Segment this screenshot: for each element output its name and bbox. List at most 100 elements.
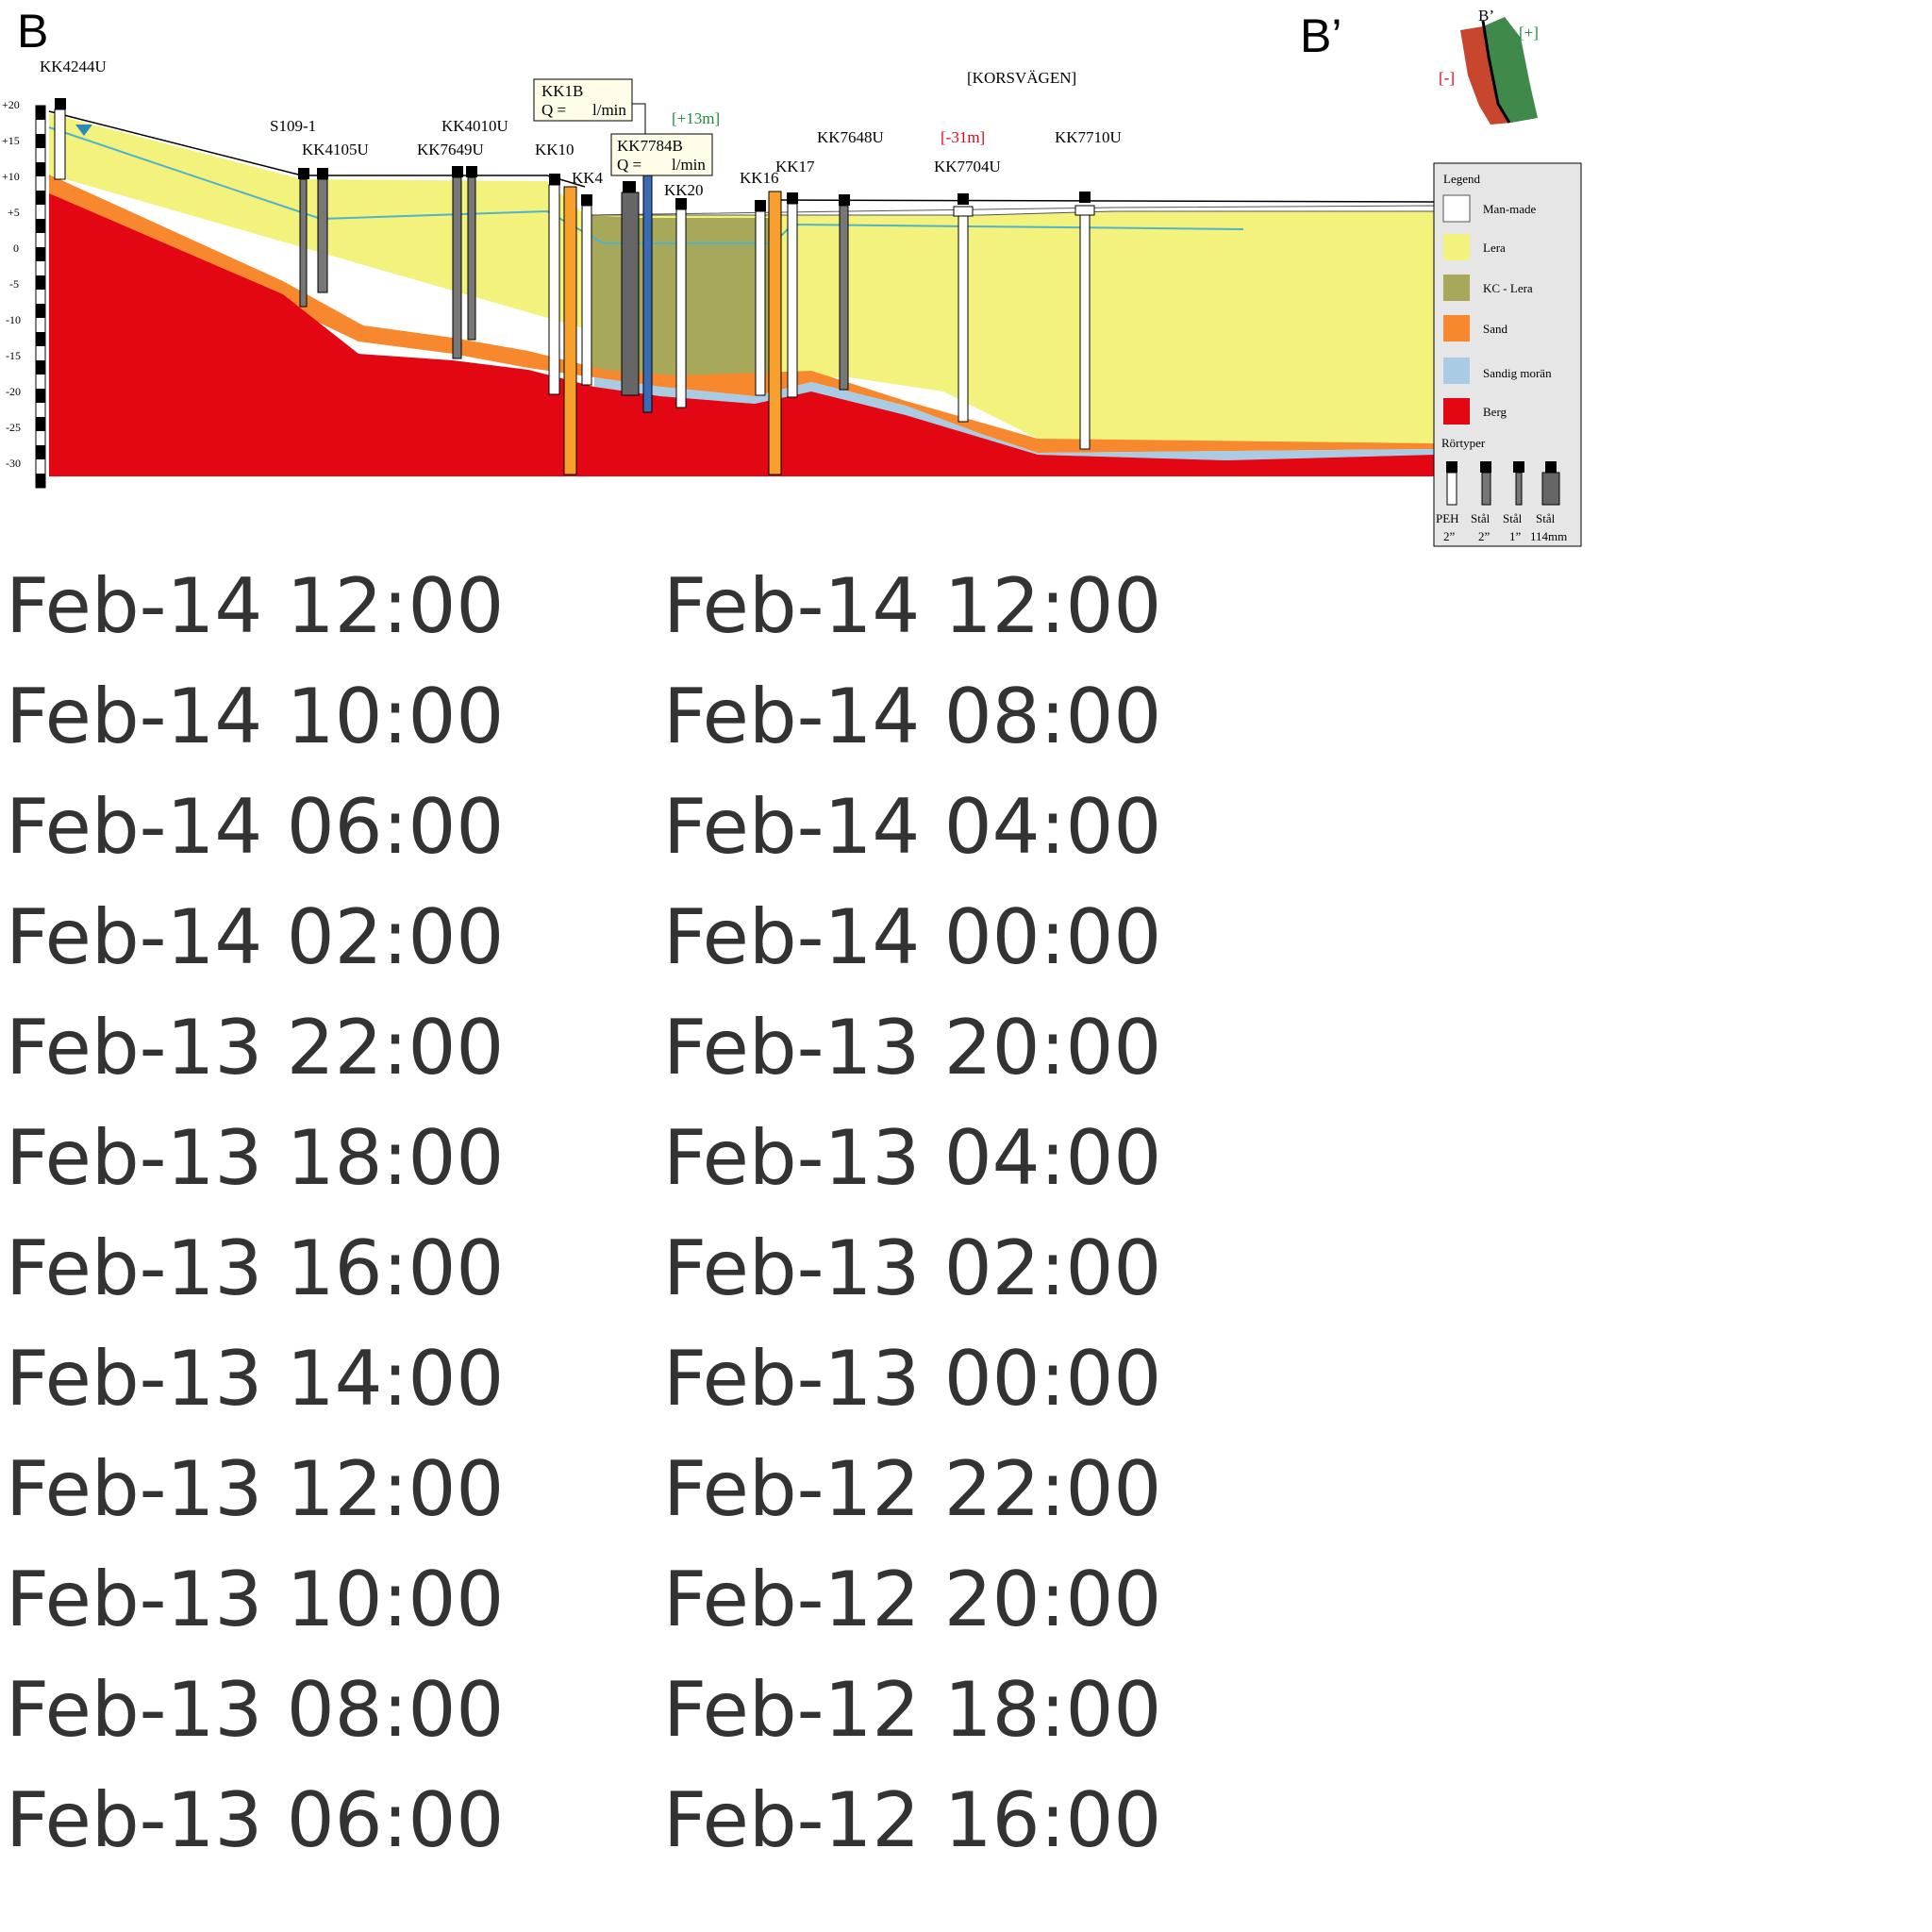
bottom-line — [49, 476, 1434, 481]
timestamp-left: Feb-13 14:00 — [6, 1335, 505, 1423]
well-label: KK7710U — [1055, 128, 1122, 146]
well-pipe-peh — [755, 210, 766, 396]
legend-label: Sandig morän — [1483, 366, 1552, 380]
well-pipe-peh — [54, 108, 66, 180]
legend-swatch — [1443, 315, 1470, 341]
inset-map-minus-label: [-] — [1439, 69, 1455, 87]
well-head-icon — [55, 98, 66, 109]
pipe-peh-icon — [1446, 461, 1457, 473]
pipe-material-label: Stål — [1503, 511, 1523, 525]
layer-berg — [49, 193, 1434, 481]
well-head-icon — [452, 166, 463, 177]
legend-label: Berg — [1483, 405, 1507, 419]
flow-box-kk1b: KK1B Q = l/min — [533, 78, 646, 172]
legend-label: KC - Lera — [1483, 281, 1533, 295]
legend-label: Man-made — [1483, 202, 1537, 216]
timestamp-right: Feb-12 20:00 — [663, 1556, 1162, 1643]
timestamp-right: Feb-14 08:00 — [663, 673, 1162, 760]
timestamp-left: Feb-13 12:00 — [6, 1445, 505, 1533]
well-pipe-steel — [317, 178, 328, 293]
timestamp-left: Feb-14 10:00 — [6, 673, 505, 760]
groundwater-marker-icon — [75, 125, 92, 136]
timestamp-right: Feb-14 12:00 — [663, 562, 1162, 650]
legend-swatch — [1442, 194, 1471, 223]
pipe-material-label: Stål — [1536, 511, 1556, 525]
legend-title: Legend — [1443, 172, 1480, 186]
well-head-icon — [1079, 192, 1091, 203]
pipe-size-label: 1” — [1509, 529, 1522, 543]
timestamp-left: Feb-13 22:00 — [6, 1004, 505, 1091]
pipe-size-label: 2” — [1443, 529, 1456, 543]
timestamp-right: Feb-14 04:00 — [663, 783, 1162, 871]
ground-surface-line-east — [773, 199, 1435, 203]
well-pipe-sand — [768, 191, 782, 475]
timestamp-left: Feb-13 06:00 — [6, 1776, 505, 1864]
timestamp-right: Feb-13 02:00 — [663, 1224, 1162, 1312]
layer-sand — [49, 175, 1434, 453]
well-pipe-peh — [548, 184, 560, 395]
section-start-label: B — [17, 5, 48, 58]
well-label: KK4 — [572, 169, 604, 187]
legend: Legend Man-made Lera KC - Lera Sand Sand… — [1433, 162, 1582, 547]
well-label: KK20 — [664, 181, 704, 199]
legend-label: Lera — [1483, 241, 1506, 255]
depth-tick-label: +15 — [2, 134, 20, 147]
well-label: KK4105U — [302, 141, 369, 158]
well-label: KK10 — [535, 141, 575, 158]
legend-swatch — [1443, 275, 1470, 301]
timestamp-left: Feb-14 12:00 — [6, 562, 505, 650]
timestamp-right: Feb-14 00:00 — [663, 893, 1162, 981]
inset-map-negative-zone — [1460, 26, 1511, 125]
geological-cross-section: B B’ [KORSVÄGEN] +20 +15 +10 +5 — [2, 5, 1582, 547]
well-pipe-peh — [1079, 214, 1091, 450]
layer-sandig-moran — [594, 377, 1434, 460]
inset-map-end-label: B’ — [1478, 7, 1494, 25]
flow-box-q: Q = — [617, 156, 641, 174]
pipe-material-label: Stål — [1471, 511, 1491, 525]
street-label: [KORSVÄGEN] — [967, 69, 1076, 87]
timestamp-right: Feb-12 18:00 — [663, 1666, 1162, 1754]
depth-tick-label: -25 — [6, 421, 21, 434]
depth-tick-label: +10 — [2, 170, 20, 183]
well-label: KK7649U — [417, 141, 484, 158]
well-pipe-steel — [452, 176, 462, 359]
depth-tick-label: +20 — [2, 98, 20, 111]
timestamp-right: Feb-12 16:00 — [663, 1776, 1162, 1864]
well-cap — [953, 206, 974, 217]
legend-label: Sand — [1483, 322, 1508, 336]
timestamp-left: Feb-14 06:00 — [6, 783, 505, 871]
well-pipe-peh — [787, 203, 798, 398]
inset-map: B’ [+] [-] — [1439, 7, 1539, 125]
well-label: KK17 — [775, 158, 815, 175]
well-head-icon — [466, 166, 477, 177]
depth-tick-label: -5 — [9, 277, 19, 291]
depth-tick-label: -30 — [6, 457, 21, 470]
flow-box-kk7784b: KK7784B Q = l/min — [610, 133, 713, 176]
well-head-icon — [581, 194, 592, 206]
well-head-icon — [623, 181, 636, 192]
depth-axis: +20 +15 +10 +5 0 -5 -10 -15 -20 -25 -30 — [2, 98, 46, 489]
pipe-size-label: 2” — [1478, 529, 1491, 543]
well-head-icon — [317, 168, 328, 179]
well-label: KK7648U — [817, 128, 884, 146]
legend-swatch — [1443, 398, 1470, 425]
timestamp-right: Feb-13 04:00 — [663, 1114, 1162, 1202]
well-head-icon — [298, 168, 309, 179]
legend-swatch — [1443, 234, 1470, 260]
well-pipe-steel — [839, 205, 849, 391]
elevation-annotation-minus: [-31m] — [941, 128, 985, 146]
depth-tick-label: -15 — [6, 349, 21, 362]
well-head-icon — [787, 192, 798, 204]
well-pipe-peh — [958, 215, 969, 423]
timestamp-left: Feb-14 02:00 — [6, 893, 505, 981]
pipe-size-label: 114mm — [1530, 529, 1567, 543]
legend-swatch — [1443, 358, 1470, 384]
timestamp-right: Feb-13 20:00 — [663, 1004, 1162, 1091]
well-label: KK4244U — [40, 58, 107, 75]
well-label: KK7704U — [934, 158, 1001, 175]
flow-box-title: KK7784B — [617, 137, 683, 155]
well-label: KK4010U — [441, 117, 508, 135]
well-head-icon — [755, 200, 766, 211]
well-pipe-steel — [299, 178, 308, 308]
flow-box-unit: l/min — [672, 156, 706, 174]
